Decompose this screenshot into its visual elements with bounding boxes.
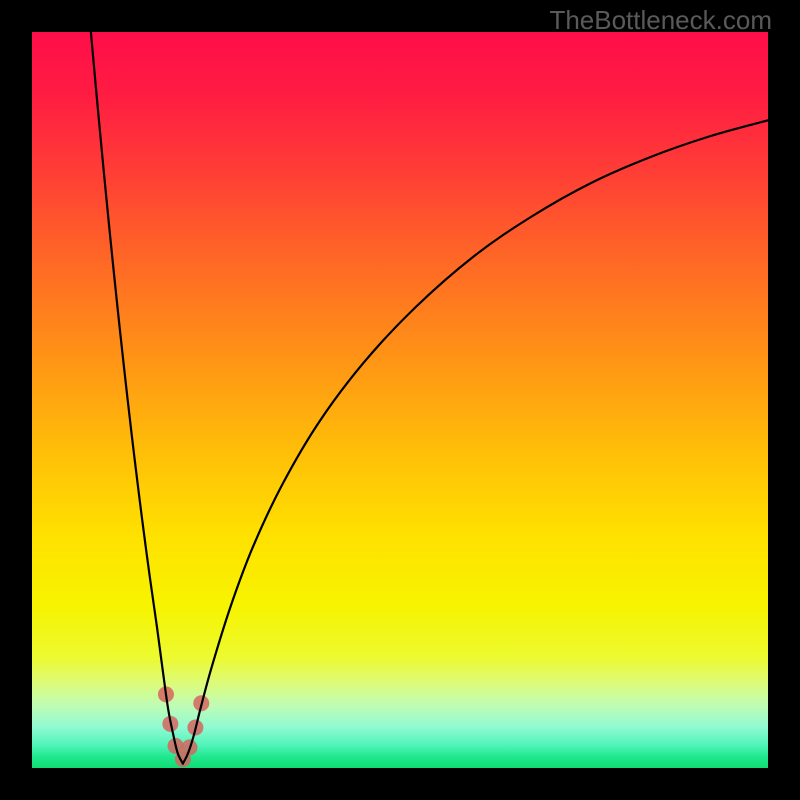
- plot-area: [32, 32, 768, 768]
- chart-container: TheBottleneck.com: [0, 0, 800, 800]
- curve-right-branch: [183, 120, 768, 763]
- curve-layer: [32, 32, 768, 768]
- watermark-text: TheBottleneck.com: [549, 5, 772, 36]
- curve-left-branch: [91, 32, 183, 764]
